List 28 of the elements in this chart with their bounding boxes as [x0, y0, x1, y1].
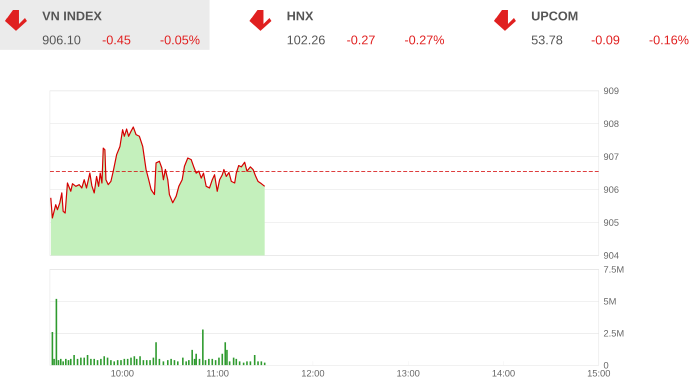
y-tick-label: 906 [604, 186, 619, 193]
y-tick-label: 2.5M [604, 330, 624, 336]
text: 906.10 [42, 35, 80, 44]
text: -0.16% [650, 35, 689, 44]
text: -0.09 [592, 35, 620, 44]
x-tick-label: 12:00 [302, 370, 324, 376]
y-tick-label: 904 [604, 252, 619, 259]
text: -0.27 [347, 35, 375, 44]
text: HNX [288, 12, 314, 20]
x-tick-label: 11:00 [207, 370, 229, 376]
text: -0.05% [160, 35, 200, 44]
x-tick-label: 13:00 [397, 370, 420, 376]
y-tick-label: 909 [604, 87, 619, 94]
text: 53.78 [532, 35, 562, 44]
y-tick-label: 907 [604, 153, 619, 160]
text: -0.45 [102, 35, 130, 44]
y-tick-label: 905 [604, 219, 619, 226]
y-tick-label: 5M [604, 298, 616, 305]
y-tick-label: 0 [604, 362, 608, 368]
x-tick-label: 10:00 [111, 370, 134, 376]
y-tick-label: 7.5M [604, 266, 624, 273]
text: 102.26 [288, 35, 325, 44]
x-tick-label: 14:00 [492, 370, 515, 376]
y-tick-label: 908 [604, 120, 619, 127]
text: VN INDEX [42, 12, 102, 20]
text: UPCOM [532, 11, 578, 20]
x-tick-label: 15:00 [588, 370, 610, 376]
text: -0.27% [405, 35, 444, 44]
